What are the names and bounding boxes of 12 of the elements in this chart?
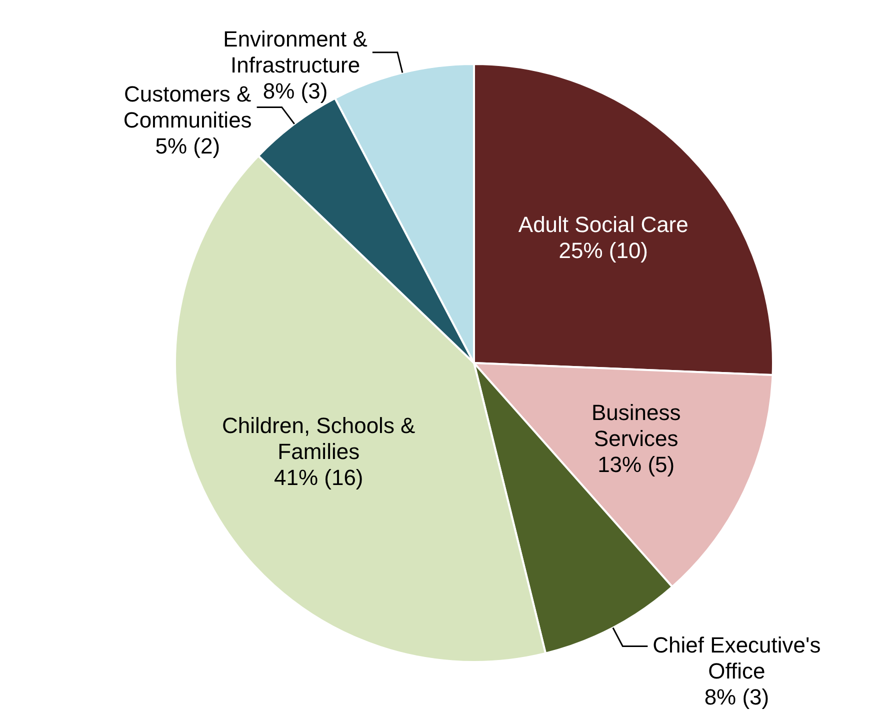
slice-label: Business Services bbox=[591, 400, 681, 451]
data-label: 8% (3) bbox=[704, 684, 770, 710]
data-label: 41% (16) bbox=[274, 464, 364, 490]
data-label: 13% (5) bbox=[598, 452, 675, 477]
slice-label: Customers & Communities bbox=[123, 81, 252, 132]
data-label: 25% (10) bbox=[558, 238, 648, 263]
data-label: 5% (2) bbox=[155, 133, 220, 158]
slice-label: Environment & Infrastructure bbox=[223, 26, 368, 78]
slice-label: Adult Social Care bbox=[518, 212, 688, 237]
slice-label: Chief Executive's Office bbox=[652, 632, 821, 684]
slice-label: Children, Schools & Families bbox=[222, 412, 416, 464]
data-label: 8% (3) bbox=[262, 78, 328, 104]
